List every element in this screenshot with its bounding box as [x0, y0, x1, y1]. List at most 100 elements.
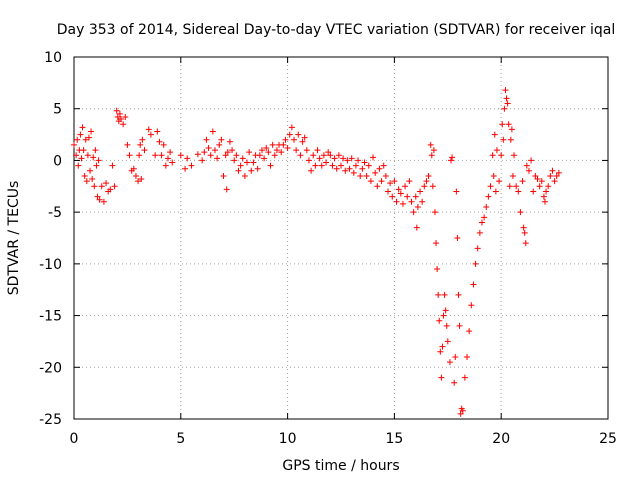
data-point	[355, 157, 362, 164]
data-point	[145, 126, 152, 133]
data-point	[241, 172, 248, 179]
chart-title: Day 353 of 2014, Sidereal Day-to-day VTE…	[57, 22, 615, 38]
data-point	[316, 155, 323, 162]
data-point	[538, 178, 545, 185]
y-tick-label: -20	[39, 360, 62, 376]
data-point	[89, 176, 96, 183]
data-point	[464, 353, 471, 360]
data-point	[410, 209, 417, 216]
data-point	[84, 152, 91, 159]
data-point	[271, 152, 278, 159]
data-point	[305, 157, 312, 164]
data-point	[421, 183, 428, 190]
data-point	[505, 121, 512, 128]
data-point	[261, 155, 268, 162]
data-point	[501, 105, 508, 112]
data-point	[498, 152, 505, 159]
data-point	[100, 198, 107, 205]
data-point	[434, 266, 441, 273]
data-point	[435, 291, 442, 298]
data-point	[439, 343, 446, 350]
data-point	[254, 165, 261, 172]
data-point	[444, 338, 451, 345]
data-point	[75, 162, 82, 169]
data-point	[534, 176, 541, 183]
data-point	[73, 152, 80, 159]
data-point	[474, 245, 481, 252]
data-point	[286, 131, 293, 138]
data-point	[441, 291, 448, 298]
data-point	[500, 136, 507, 143]
data-point	[446, 359, 453, 366]
data-point	[333, 165, 340, 172]
data-point	[528, 157, 535, 164]
data-point	[87, 167, 94, 174]
data-point	[427, 141, 434, 148]
data-point	[320, 152, 327, 159]
x-tick-label: 0	[70, 431, 79, 447]
data-point	[308, 167, 315, 174]
data-point	[348, 155, 355, 162]
data-point	[478, 219, 485, 226]
data-point	[77, 131, 84, 138]
y-tick-label: -5	[48, 205, 62, 221]
data-point	[509, 172, 516, 179]
data-point	[312, 162, 319, 169]
data-point	[499, 121, 506, 128]
data-point	[536, 183, 543, 190]
data-point	[79, 124, 86, 131]
data-point	[265, 149, 272, 156]
data-point	[117, 116, 124, 123]
data-point	[203, 136, 210, 143]
data-point	[387, 180, 394, 187]
data-point	[376, 165, 383, 172]
x-axis-label: GPS time / hours	[282, 458, 399, 474]
data-point	[248, 167, 255, 174]
data-point	[506, 183, 513, 190]
data-point	[517, 209, 524, 216]
plot-frame	[73, 56, 609, 420]
data-point	[284, 145, 291, 152]
data-point	[412, 193, 419, 200]
data-point	[404, 193, 411, 200]
data-point	[205, 145, 212, 152]
data-point	[492, 188, 499, 195]
data-point	[363, 172, 370, 179]
data-point	[523, 162, 530, 169]
data-point	[370, 154, 377, 161]
data-point	[437, 348, 444, 355]
y-tick-label: -15	[39, 309, 62, 325]
data-point	[491, 131, 498, 138]
data-point	[374, 183, 381, 190]
data-point	[431, 209, 438, 216]
data-point	[138, 176, 145, 183]
data-point	[94, 193, 101, 200]
data-point	[137, 141, 144, 148]
y-tick-label: 10	[44, 50, 62, 66]
data-point	[246, 149, 253, 156]
data-point	[521, 229, 528, 236]
data-point	[428, 152, 435, 159]
data-point	[80, 147, 87, 154]
data-point	[436, 317, 443, 324]
data-point	[344, 157, 351, 164]
data-point	[318, 162, 325, 169]
data-point	[448, 157, 455, 164]
data-point	[406, 178, 413, 185]
data-point	[83, 178, 90, 185]
data-point	[250, 159, 257, 166]
data-point	[476, 229, 483, 236]
data-point	[380, 162, 387, 169]
data-point	[223, 186, 230, 193]
data-point	[256, 152, 263, 159]
data-point	[201, 149, 208, 156]
data-point	[109, 162, 116, 169]
data-point	[288, 124, 295, 131]
data-point	[481, 214, 488, 221]
data-point	[378, 178, 385, 185]
data-point	[122, 113, 129, 120]
data-point	[438, 374, 445, 381]
data-point	[453, 188, 460, 195]
data-point	[310, 152, 317, 159]
